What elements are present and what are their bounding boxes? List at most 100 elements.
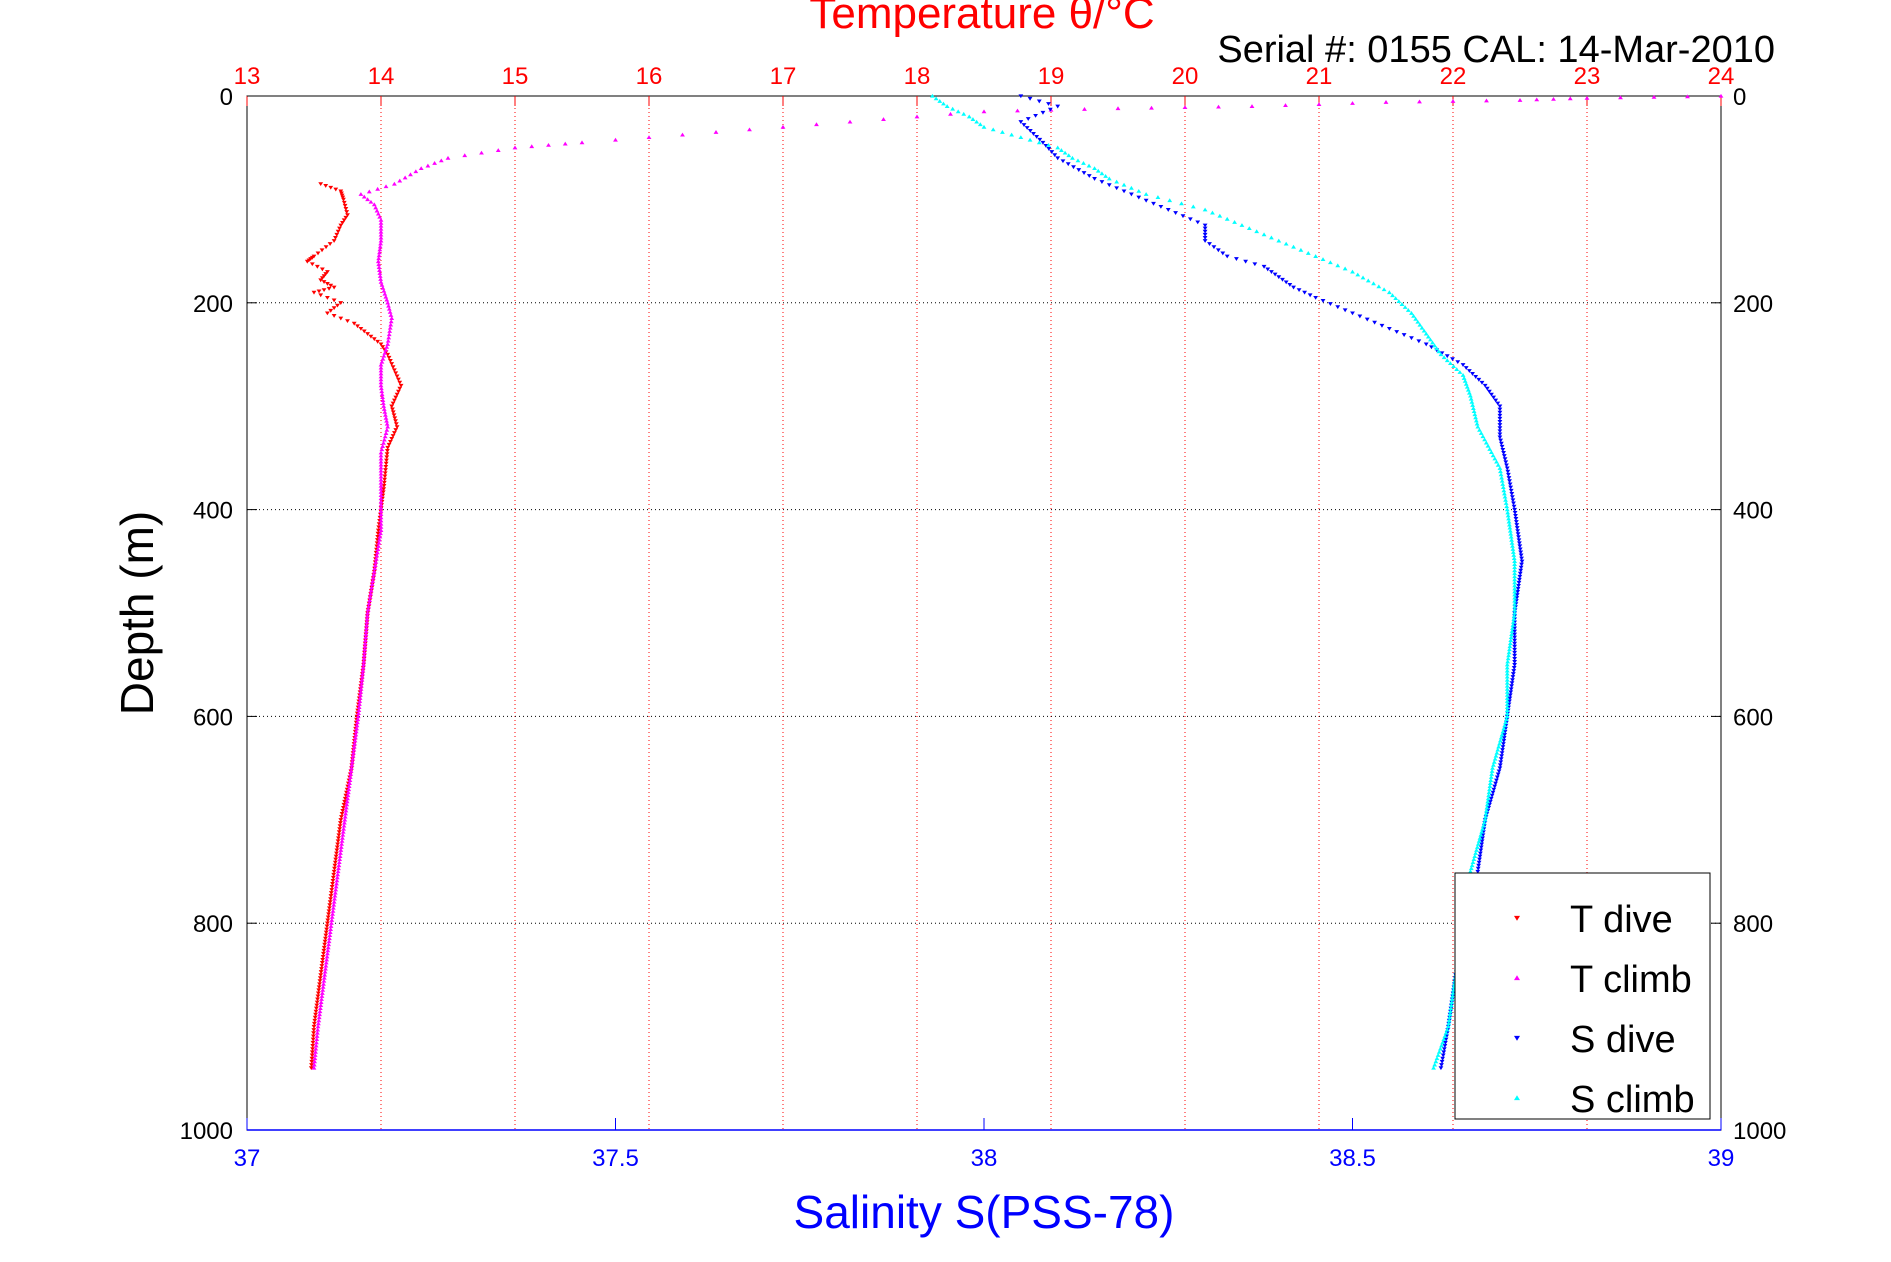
data-point xyxy=(1477,851,1483,856)
data-point xyxy=(339,812,345,816)
data-point xyxy=(1450,994,1456,998)
data-point xyxy=(1350,311,1355,316)
data-point xyxy=(355,324,360,329)
data-point xyxy=(360,671,366,676)
data-point xyxy=(1202,223,1208,228)
data-point xyxy=(1497,766,1503,771)
data-point xyxy=(1428,337,1433,342)
data-point xyxy=(1480,833,1486,838)
data-point xyxy=(1478,848,1484,853)
data-point xyxy=(1283,103,1288,107)
data-point xyxy=(330,908,336,913)
data-point xyxy=(1515,586,1521,591)
data-point xyxy=(378,229,384,234)
data-point xyxy=(1512,559,1518,563)
data-point xyxy=(1500,447,1506,452)
data-point xyxy=(377,274,383,278)
data-point xyxy=(378,232,384,237)
data-point xyxy=(315,251,321,256)
data-point xyxy=(329,885,335,889)
data-point xyxy=(373,205,379,210)
data-point xyxy=(334,848,340,853)
data-point xyxy=(361,659,367,664)
data-point xyxy=(1468,393,1473,398)
data-point xyxy=(1492,456,1498,461)
temperature-tick-label: 21 xyxy=(1306,63,1333,90)
data-point xyxy=(1488,796,1494,801)
data-point xyxy=(328,308,334,313)
data-point xyxy=(387,359,393,363)
data-point xyxy=(369,585,375,590)
data-point xyxy=(1009,132,1015,137)
data-point xyxy=(362,647,368,652)
data-point xyxy=(361,653,367,658)
data-point xyxy=(314,264,320,269)
data-point xyxy=(324,927,330,932)
data-point xyxy=(383,347,389,352)
data-point xyxy=(1043,143,1049,148)
data-point xyxy=(392,431,397,435)
data-point xyxy=(1444,358,1450,363)
data-point xyxy=(377,534,383,539)
data-point xyxy=(1462,378,1468,383)
data-point xyxy=(1479,829,1485,834)
data-point xyxy=(341,200,347,205)
data-point xyxy=(340,195,346,200)
data-point xyxy=(1510,546,1516,551)
data-point xyxy=(1136,195,1142,200)
data-point xyxy=(370,579,376,583)
data-point xyxy=(382,350,388,355)
data-point xyxy=(1470,406,1476,410)
data-point xyxy=(1469,863,1475,868)
data-point xyxy=(1507,641,1513,646)
data-point xyxy=(338,189,344,194)
data-point xyxy=(309,1053,315,1058)
data-point xyxy=(1508,488,1514,493)
data-point xyxy=(334,875,340,880)
depth-tick-label-left: 200 xyxy=(193,291,233,318)
data-point xyxy=(313,1009,319,1014)
data-point xyxy=(347,781,352,785)
data-point xyxy=(646,135,652,140)
data-point xyxy=(1283,241,1289,246)
data-point xyxy=(341,197,346,202)
data-point xyxy=(345,319,350,324)
data-point xyxy=(1512,638,1518,643)
data-point xyxy=(1443,1040,1448,1045)
data-point xyxy=(1442,1033,1448,1038)
data-point xyxy=(318,278,324,283)
data-point xyxy=(313,1006,319,1011)
data-point xyxy=(1515,590,1521,594)
data-point xyxy=(1027,137,1033,142)
data-point xyxy=(334,845,340,850)
data-point xyxy=(1494,750,1500,755)
data-point xyxy=(379,447,385,452)
data-point xyxy=(378,279,384,284)
data-point xyxy=(309,1059,315,1064)
data-point xyxy=(1254,229,1260,234)
data-point xyxy=(332,890,338,895)
data-point xyxy=(355,714,361,719)
data-point xyxy=(1081,161,1086,165)
data-point xyxy=(1151,201,1156,206)
data-point xyxy=(1507,696,1513,701)
data-point xyxy=(1485,443,1491,448)
data-point xyxy=(1509,495,1515,500)
data-point xyxy=(512,145,518,150)
data-point xyxy=(361,662,366,667)
data-point xyxy=(1441,1050,1447,1055)
data-point xyxy=(1441,1037,1447,1042)
data-point xyxy=(1190,204,1196,209)
data-point xyxy=(378,518,384,523)
data-point xyxy=(1155,195,1161,200)
data-point xyxy=(1060,159,1066,164)
data-point xyxy=(1512,644,1518,649)
data-point xyxy=(1512,641,1518,646)
data-point xyxy=(384,421,390,426)
data-point xyxy=(343,811,349,816)
data-point xyxy=(1497,426,1503,431)
data-point xyxy=(933,96,939,101)
data-point xyxy=(378,465,384,470)
data-point xyxy=(326,906,332,911)
data-point xyxy=(1498,438,1504,443)
